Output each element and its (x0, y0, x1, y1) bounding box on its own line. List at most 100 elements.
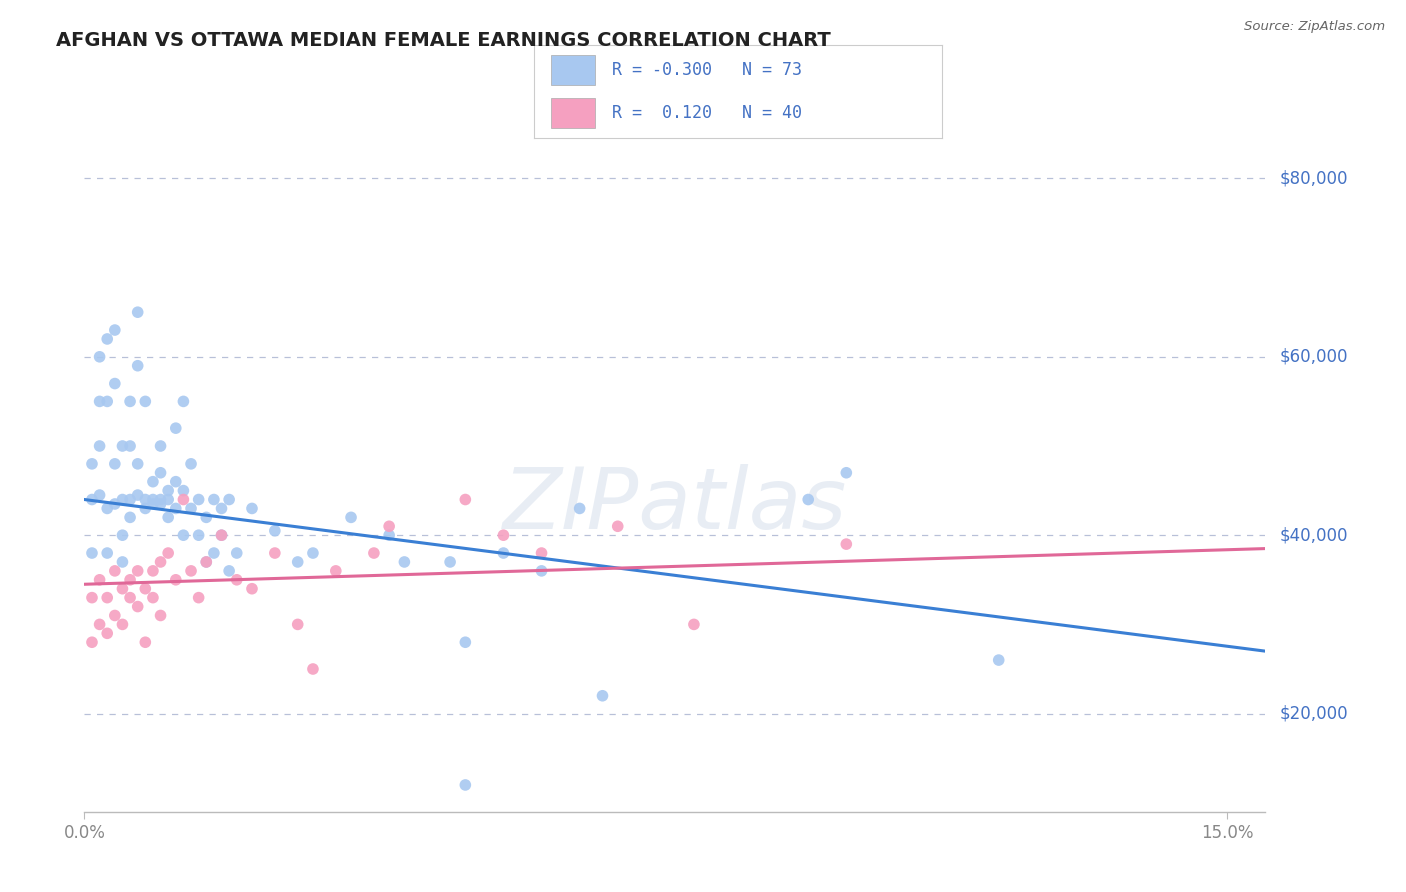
Point (89, 617, 111, 632)
Point (492, 546, 515, 560)
Point (172, 492, 194, 507)
Point (149, 466, 172, 480)
Point (180, 501, 202, 516)
Point (149, 555, 172, 569)
Point (104, 497, 127, 511)
Point (378, 519, 401, 533)
Text: $60,000: $60,000 (1279, 348, 1348, 366)
FancyBboxPatch shape (551, 55, 596, 85)
Point (263, 546, 285, 560)
Point (211, 501, 233, 516)
Point (568, 501, 591, 516)
Point (202, 546, 225, 560)
Point (211, 528, 233, 542)
Point (149, 497, 172, 511)
Point (592, 689, 614, 703)
Point (120, 492, 142, 507)
Point (134, 501, 156, 516)
Point (134, 635, 156, 649)
Point (439, 555, 461, 569)
Point (683, 617, 706, 632)
FancyBboxPatch shape (551, 98, 596, 128)
Point (530, 564, 553, 578)
Point (127, 488, 149, 502)
Point (157, 492, 180, 507)
Point (111, 528, 134, 542)
Point (302, 662, 325, 676)
Text: $20,000: $20,000 (1279, 705, 1348, 723)
Point (187, 591, 209, 605)
Point (287, 555, 309, 569)
Point (111, 492, 134, 507)
Point (149, 439, 172, 453)
Point (180, 564, 202, 578)
Point (80, 546, 103, 560)
Point (263, 524, 285, 538)
Text: AFGHAN VS OTTAWA MEDIAN FEMALE EARNINGS CORRELATION CHART: AFGHAN VS OTTAWA MEDIAN FEMALE EARNINGS … (56, 31, 831, 50)
Point (89, 488, 111, 502)
Point (195, 555, 218, 569)
Point (127, 599, 149, 614)
Text: ZIPatlas: ZIPatlas (503, 464, 846, 547)
Point (202, 492, 225, 507)
Point (172, 528, 194, 542)
Point (157, 483, 180, 498)
Point (89, 439, 111, 453)
Point (127, 457, 149, 471)
Point (157, 546, 180, 560)
Point (340, 510, 363, 524)
Point (96, 501, 118, 516)
Point (80, 591, 103, 605)
Text: R = -0.300   N = 73: R = -0.300 N = 73 (612, 61, 801, 78)
Text: $80,000: $80,000 (1279, 169, 1348, 187)
Point (454, 635, 477, 649)
Point (165, 475, 187, 489)
Point (172, 483, 194, 498)
Point (165, 421, 187, 435)
Point (127, 359, 149, 373)
Point (142, 564, 165, 578)
Point (96, 332, 118, 346)
Point (287, 617, 309, 632)
Point (120, 394, 142, 409)
Point (218, 564, 240, 578)
Point (104, 323, 127, 337)
Point (165, 573, 187, 587)
Point (96, 394, 118, 409)
Point (96, 546, 118, 560)
Point (302, 546, 325, 560)
Point (111, 617, 134, 632)
Point (134, 492, 156, 507)
Point (80, 635, 103, 649)
Point (195, 510, 218, 524)
Point (211, 528, 233, 542)
Point (149, 608, 172, 623)
Point (134, 582, 156, 596)
Point (96, 626, 118, 640)
Point (111, 555, 134, 569)
Point (835, 537, 858, 551)
Point (606, 519, 628, 533)
Point (240, 501, 263, 516)
Point (104, 564, 127, 578)
Point (127, 305, 149, 319)
Point (165, 501, 187, 516)
Point (157, 510, 180, 524)
Point (187, 528, 209, 542)
Point (120, 591, 142, 605)
Point (195, 555, 218, 569)
Point (454, 492, 477, 507)
Point (492, 528, 515, 542)
Point (187, 492, 209, 507)
Point (111, 439, 134, 453)
Text: Source: ZipAtlas.com: Source: ZipAtlas.com (1244, 20, 1385, 33)
Point (240, 582, 263, 596)
Point (142, 475, 165, 489)
Point (89, 394, 111, 409)
Point (120, 439, 142, 453)
Point (530, 546, 553, 560)
Point (218, 492, 240, 507)
Point (80, 457, 103, 471)
Point (104, 457, 127, 471)
Point (89, 573, 111, 587)
